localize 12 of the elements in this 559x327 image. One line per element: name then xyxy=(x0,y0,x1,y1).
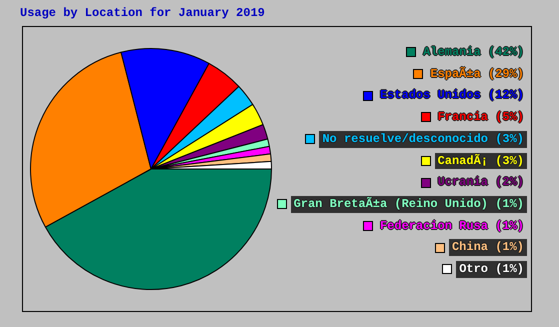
legend-label: Federacion Rusa (1%) xyxy=(378,218,525,234)
legend-label: Estados Unidos (12%) xyxy=(378,87,525,104)
legend-label: CanadÃ¡ (3%) xyxy=(434,152,527,170)
legend-label: Francia (5%) xyxy=(436,109,525,126)
legend-label: Gran BretaÃ±a (Reino Unido) (1%) xyxy=(290,196,527,213)
legend-label: China (1%) xyxy=(448,239,527,256)
legend-label: EspaÃ±a (29%) xyxy=(429,66,525,82)
legend-label: No resuelve/desconocido (3%) xyxy=(319,130,527,148)
chart-title: Usage by Location for January 2019 xyxy=(20,6,265,20)
legend-label: Alemania (42%) xyxy=(422,44,525,61)
legend-label: Ucrania (2%) xyxy=(436,174,525,191)
legend-label: Otro (1%) xyxy=(456,261,527,278)
